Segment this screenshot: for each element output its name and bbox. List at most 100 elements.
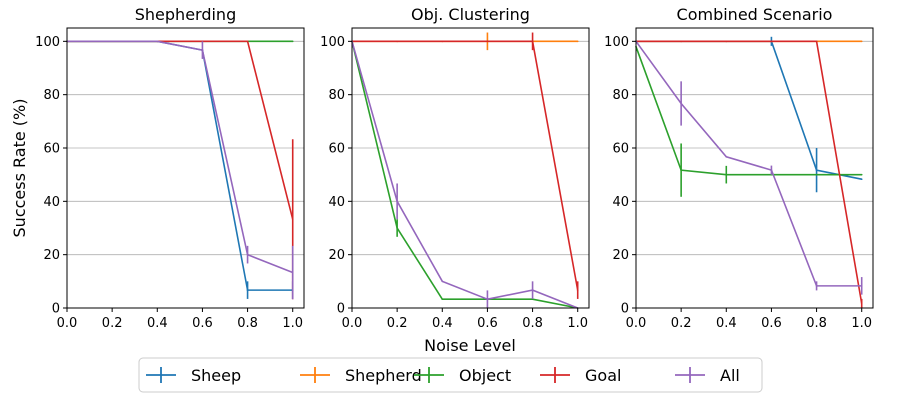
x-tick-label: 0.2 bbox=[102, 316, 123, 331]
data-point bbox=[860, 178, 863, 180]
series-line-all bbox=[635, 40, 862, 287]
x-tick-label: 0.0 bbox=[626, 316, 647, 331]
data-point bbox=[725, 40, 728, 43]
series-all bbox=[66, 40, 294, 300]
x-tick-label: 0.0 bbox=[57, 316, 78, 331]
y-tick-label: 60 bbox=[43, 142, 60, 157]
legend-label: All bbox=[720, 366, 740, 385]
data-point bbox=[770, 169, 773, 171]
data-point bbox=[680, 40, 682, 43]
data-point bbox=[576, 289, 579, 291]
legend-label: Object bbox=[459, 366, 511, 385]
y-tick-label: 0 bbox=[621, 302, 629, 317]
legend-label: Shepherd bbox=[345, 366, 422, 385]
series-line-goal bbox=[67, 40, 294, 220]
panel-1: 0.0 0.2 0.4 0.6 0.8 1.0 0 20 40 60 80 100 Shepherdin… bbox=[35, 5, 305, 331]
series-goal bbox=[635, 40, 863, 308]
data-point bbox=[291, 218, 294, 220]
y-tick-label: 0 bbox=[337, 302, 345, 317]
x-tick-label: 1.0 bbox=[851, 316, 872, 331]
data-point bbox=[815, 173, 818, 176]
data-point bbox=[486, 298, 489, 301]
y-tick-label: 20 bbox=[43, 248, 60, 263]
series-goal bbox=[351, 32, 579, 299]
data-point bbox=[680, 102, 682, 105]
x-tick-label: 0.6 bbox=[477, 316, 498, 331]
data-point bbox=[246, 289, 249, 291]
x-tick-label: 0.4 bbox=[147, 316, 168, 331]
series-line-object bbox=[351, 41, 578, 309]
y-tick-label: 60 bbox=[328, 142, 345, 157]
data-point bbox=[396, 227, 398, 229]
series-line-goal bbox=[352, 40, 579, 291]
y-tick-label: 40 bbox=[328, 195, 345, 210]
data-point bbox=[860, 173, 863, 176]
series-all bbox=[635, 40, 863, 295]
legend-item-sheep: Sheep bbox=[146, 366, 241, 385]
axes-frame bbox=[66, 27, 305, 309]
x-tick-label: 0.8 bbox=[806, 316, 827, 331]
y-tick-label: 80 bbox=[328, 88, 345, 103]
series-line-object bbox=[635, 46, 862, 176]
panel-title: Combined Scenario bbox=[677, 5, 833, 24]
x-tick-label: 0.8 bbox=[522, 316, 543, 331]
series-line-sheep bbox=[67, 40, 293, 291]
axes-frame bbox=[351, 27, 590, 309]
panel-title: Obj. Clustering bbox=[411, 5, 530, 24]
y-tick-label: 80 bbox=[43, 88, 60, 103]
y-tick-label: 0 bbox=[52, 302, 60, 317]
y-tick-label: 80 bbox=[612, 88, 629, 103]
x-tick-label: 0.6 bbox=[192, 316, 213, 331]
series-line-all bbox=[67, 40, 294, 274]
data-point bbox=[246, 253, 249, 256]
data-point bbox=[441, 40, 444, 43]
data-point bbox=[531, 40, 534, 43]
legend-label: Sheep bbox=[191, 366, 241, 385]
y-axis-label: Success Rate (%) bbox=[10, 99, 29, 238]
data-point bbox=[291, 40, 294, 43]
series-line-goal bbox=[636, 40, 863, 304]
x-tick-label: 0.2 bbox=[671, 316, 692, 331]
data-point bbox=[815, 285, 818, 287]
legend-frame bbox=[138, 357, 763, 393]
legend-item-shepherd: Shepherd bbox=[300, 366, 422, 385]
data-point bbox=[725, 173, 728, 176]
series-goal bbox=[66, 40, 294, 300]
x-axis-label: Noise Level bbox=[424, 336, 516, 355]
data-point bbox=[531, 289, 534, 291]
series-all bbox=[351, 40, 579, 309]
data-point bbox=[680, 169, 682, 171]
y-tick-label: 100 bbox=[320, 35, 345, 50]
data-point bbox=[201, 49, 204, 51]
data-point bbox=[156, 40, 159, 43]
chart-panels: 0.0 0.2 0.4 0.6 0.8 1.0 0 20 40 60 80 100 Shepherdin… bbox=[35, 5, 874, 331]
x-tick-label: 1.0 bbox=[567, 316, 588, 331]
panel-title: Shepherding bbox=[135, 5, 236, 24]
data-point bbox=[396, 40, 398, 43]
legend-item-object: Object bbox=[414, 366, 511, 385]
y-tick-label: 20 bbox=[612, 248, 629, 263]
data-point bbox=[486, 40, 489, 43]
data-point bbox=[860, 40, 863, 43]
legend-item-all: All bbox=[675, 366, 740, 385]
data-point bbox=[441, 280, 444, 283]
panel-2: 0.0 0.2 0.4 0.6 0.8 1.0 0 20 40 60 80 100 Obj. Clust… bbox=[320, 5, 590, 331]
data-point bbox=[860, 285, 863, 287]
x-tick-label: 1.0 bbox=[282, 316, 303, 331]
series-object bbox=[635, 45, 863, 197]
x-tick-label: 0.2 bbox=[387, 316, 408, 331]
data-point bbox=[441, 298, 444, 301]
data-point bbox=[725, 156, 728, 158]
y-tick-label: 100 bbox=[604, 35, 629, 50]
y-tick-label: 100 bbox=[35, 35, 60, 50]
y-tick-label: 20 bbox=[328, 248, 345, 263]
data-point bbox=[396, 200, 398, 203]
y-tick-label: 40 bbox=[43, 195, 60, 210]
data-point bbox=[291, 271, 294, 274]
data-point bbox=[770, 40, 773, 43]
panel-3: 0.0 0.2 0.4 0.6 0.8 1.0 0 20 40 60 80 100 Combined S… bbox=[604, 5, 874, 331]
legend-label: Goal bbox=[585, 366, 621, 385]
x-tick-label: 0.8 bbox=[237, 316, 258, 331]
legend-item-goal: Goal bbox=[540, 366, 621, 385]
